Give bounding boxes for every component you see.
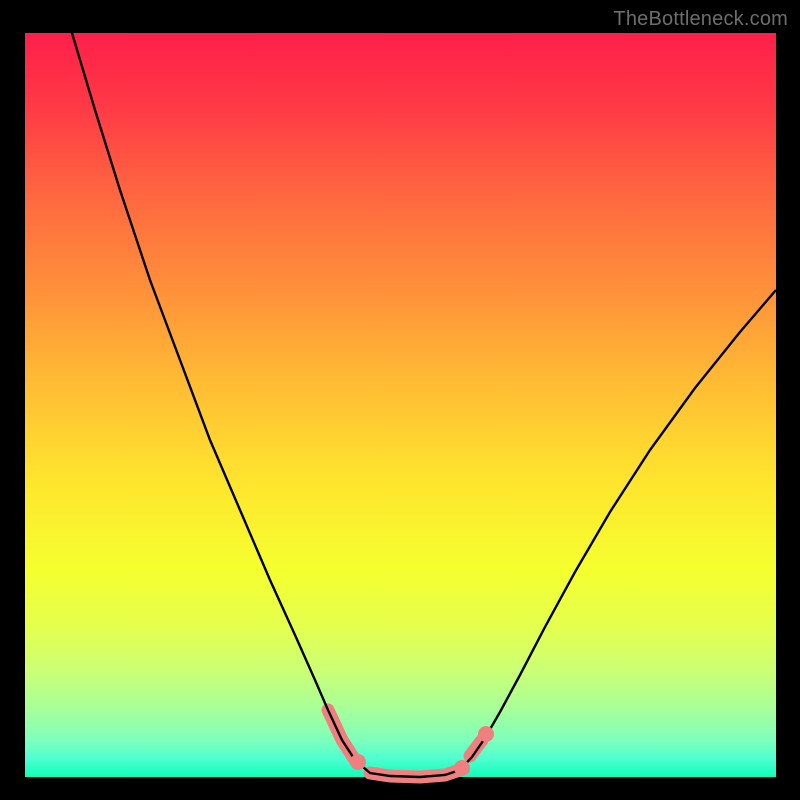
bottleneck-curve xyxy=(72,33,776,777)
watermark-text: TheBottleneck.com xyxy=(613,8,788,31)
bottleneck-curve-chart xyxy=(0,0,800,800)
